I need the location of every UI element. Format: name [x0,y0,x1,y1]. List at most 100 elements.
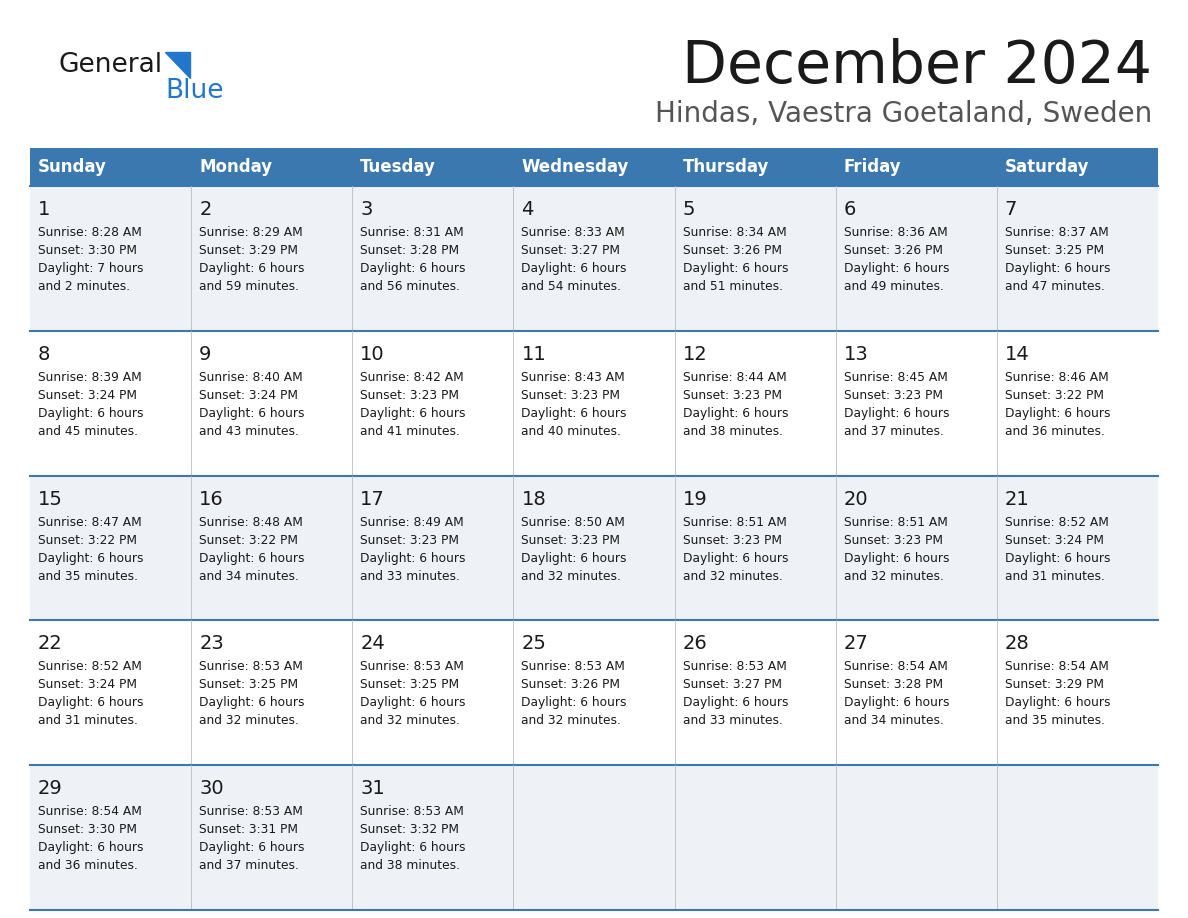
Text: Sunset: 3:22 PM: Sunset: 3:22 PM [38,533,137,546]
Text: 22: 22 [38,634,63,654]
Text: and 2 minutes.: and 2 minutes. [38,280,131,293]
Text: and 41 minutes.: and 41 minutes. [360,425,460,438]
Text: 12: 12 [683,345,707,364]
Bar [30,766,1158,910]
Text: and 40 minutes.: and 40 minutes. [522,425,621,438]
Text: 27: 27 [843,634,868,654]
Text: Sunset: 3:24 PM: Sunset: 3:24 PM [1005,533,1104,546]
Text: Daylight: 6 hours: Daylight: 6 hours [38,552,144,565]
Text: Sunset: 3:30 PM: Sunset: 3:30 PM [38,244,137,257]
Text: Daylight: 6 hours: Daylight: 6 hours [38,841,144,855]
Text: 21: 21 [1005,489,1030,509]
Text: and 38 minutes.: and 38 minutes. [360,859,460,872]
Text: Sunset: 3:26 PM: Sunset: 3:26 PM [683,244,782,257]
Text: 13: 13 [843,345,868,364]
Text: Sunrise: 8:43 AM: Sunrise: 8:43 AM [522,371,625,384]
Text: Sunset: 3:23 PM: Sunset: 3:23 PM [360,389,460,402]
Text: Sunset: 3:25 PM: Sunset: 3:25 PM [360,678,460,691]
Text: 17: 17 [360,489,385,509]
Text: Daylight: 6 hours: Daylight: 6 hours [360,552,466,565]
Text: Sunrise: 8:54 AM: Sunrise: 8:54 AM [1005,660,1108,674]
Text: Sunset: 3:23 PM: Sunset: 3:23 PM [683,533,782,546]
Text: Sunset: 3:29 PM: Sunset: 3:29 PM [200,244,298,257]
Text: Daylight: 7 hours: Daylight: 7 hours [38,262,144,275]
Text: Wednesday: Wednesday [522,158,628,176]
Text: Sunset: 3:31 PM: Sunset: 3:31 PM [200,823,298,836]
Text: Sunrise: 8:48 AM: Sunrise: 8:48 AM [200,516,303,529]
Text: and 43 minutes.: and 43 minutes. [200,425,299,438]
Text: Blue: Blue [165,78,223,104]
Text: 10: 10 [360,345,385,364]
Text: Sunrise: 8:54 AM: Sunrise: 8:54 AM [38,805,141,818]
Text: Daylight: 6 hours: Daylight: 6 hours [522,407,627,420]
Text: December 2024: December 2024 [682,38,1152,95]
Text: Daylight: 6 hours: Daylight: 6 hours [1005,552,1111,565]
Text: Daylight: 6 hours: Daylight: 6 hours [843,407,949,420]
Text: Sunset: 3:24 PM: Sunset: 3:24 PM [38,389,137,402]
Text: Daylight: 6 hours: Daylight: 6 hours [683,407,788,420]
Text: Sunset: 3:28 PM: Sunset: 3:28 PM [360,244,460,257]
Text: 20: 20 [843,489,868,509]
Text: Sunset: 3:26 PM: Sunset: 3:26 PM [522,678,620,691]
Text: 5: 5 [683,200,695,219]
Text: Daylight: 6 hours: Daylight: 6 hours [38,407,144,420]
Bar [30,330,1158,476]
Text: General: General [58,52,162,78]
Text: Sunset: 3:30 PM: Sunset: 3:30 PM [38,823,137,836]
Text: Sunset: 3:22 PM: Sunset: 3:22 PM [200,533,298,546]
Text: 25: 25 [522,634,546,654]
Text: Sunday: Sunday [38,158,107,176]
Text: Daylight: 6 hours: Daylight: 6 hours [683,697,788,710]
Text: Sunset: 3:25 PM: Sunset: 3:25 PM [1005,244,1104,257]
Text: Sunset: 3:23 PM: Sunset: 3:23 PM [522,533,620,546]
Text: Sunset: 3:27 PM: Sunset: 3:27 PM [522,244,620,257]
Text: Daylight: 6 hours: Daylight: 6 hours [1005,262,1111,275]
Polygon shape [165,52,190,78]
Text: Sunrise: 8:53 AM: Sunrise: 8:53 AM [683,660,786,674]
Text: Daylight: 6 hours: Daylight: 6 hours [683,262,788,275]
Text: Daylight: 6 hours: Daylight: 6 hours [843,552,949,565]
Text: Daylight: 6 hours: Daylight: 6 hours [1005,407,1111,420]
Text: and 31 minutes.: and 31 minutes. [1005,569,1105,583]
Text: Sunset: 3:26 PM: Sunset: 3:26 PM [843,244,943,257]
Text: 6: 6 [843,200,857,219]
Text: Sunset: 3:23 PM: Sunset: 3:23 PM [522,389,620,402]
Text: and 32 minutes.: and 32 minutes. [200,714,299,727]
Text: 30: 30 [200,779,223,798]
Text: Sunrise: 8:34 AM: Sunrise: 8:34 AM [683,226,786,239]
Text: Sunrise: 8:49 AM: Sunrise: 8:49 AM [360,516,465,529]
Text: 19: 19 [683,489,707,509]
Text: Daylight: 6 hours: Daylight: 6 hours [360,407,466,420]
Text: Sunset: 3:24 PM: Sunset: 3:24 PM [200,389,298,402]
Text: Daylight: 6 hours: Daylight: 6 hours [200,552,304,565]
Text: and 35 minutes.: and 35 minutes. [1005,714,1105,727]
Text: Sunrise: 8:54 AM: Sunrise: 8:54 AM [843,660,948,674]
Text: and 32 minutes.: and 32 minutes. [843,569,943,583]
Text: Sunrise: 8:46 AM: Sunrise: 8:46 AM [1005,371,1108,384]
Text: Monday: Monday [200,158,272,176]
Text: Daylight: 6 hours: Daylight: 6 hours [1005,697,1111,710]
Text: Daylight: 6 hours: Daylight: 6 hours [843,697,949,710]
Text: Sunset: 3:22 PM: Sunset: 3:22 PM [1005,389,1104,402]
Text: 18: 18 [522,489,546,509]
Text: Sunrise: 8:51 AM: Sunrise: 8:51 AM [843,516,948,529]
Text: and 47 minutes.: and 47 minutes. [1005,280,1105,293]
Text: Sunset: 3:24 PM: Sunset: 3:24 PM [38,678,137,691]
Text: 2: 2 [200,200,211,219]
Text: Sunset: 3:32 PM: Sunset: 3:32 PM [360,823,460,836]
Bar [30,621,1158,766]
Text: Daylight: 6 hours: Daylight: 6 hours [200,841,304,855]
Text: 14: 14 [1005,345,1030,364]
Text: and 37 minutes.: and 37 minutes. [843,425,943,438]
Text: 4: 4 [522,200,533,219]
Text: Sunrise: 8:52 AM: Sunrise: 8:52 AM [38,660,141,674]
Text: Sunrise: 8:28 AM: Sunrise: 8:28 AM [38,226,141,239]
Text: Daylight: 6 hours: Daylight: 6 hours [522,262,627,275]
Text: Sunset: 3:23 PM: Sunset: 3:23 PM [843,389,943,402]
Text: and 37 minutes.: and 37 minutes. [200,859,299,872]
Text: and 34 minutes.: and 34 minutes. [843,714,943,727]
Text: Daylight: 6 hours: Daylight: 6 hours [200,407,304,420]
Text: Daylight: 6 hours: Daylight: 6 hours [360,697,466,710]
Text: 7: 7 [1005,200,1017,219]
Text: Friday: Friday [843,158,902,176]
